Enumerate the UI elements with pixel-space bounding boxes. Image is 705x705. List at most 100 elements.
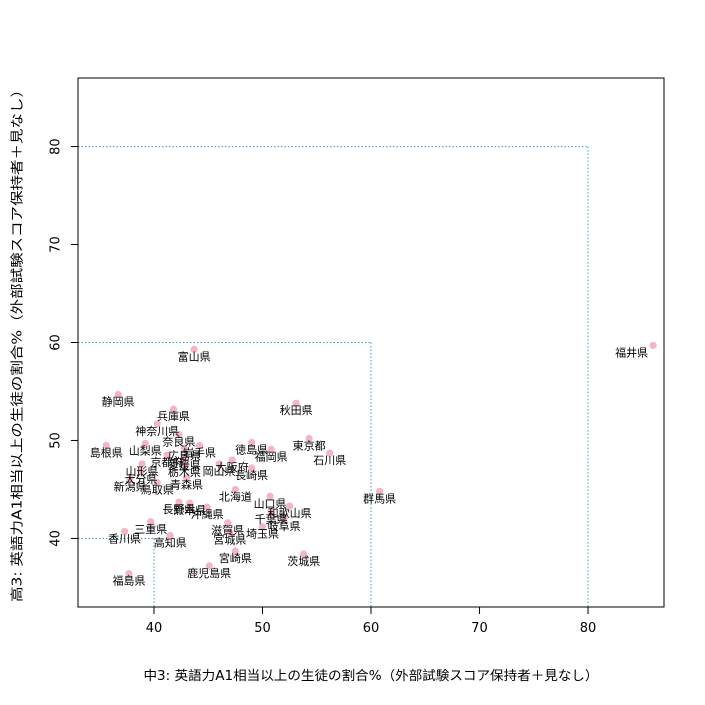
x-tick-label: 70 bbox=[471, 621, 488, 636]
point-label: 富山県 bbox=[178, 349, 211, 363]
data-point bbox=[125, 570, 133, 578]
data-point bbox=[280, 515, 288, 523]
data-point bbox=[180, 454, 188, 462]
data-point bbox=[286, 502, 294, 510]
data-point bbox=[228, 456, 236, 464]
data-point bbox=[126, 476, 134, 484]
point-label: 和歌山県 bbox=[268, 506, 312, 520]
point-label: 神奈川県 bbox=[135, 424, 179, 438]
point-label: 熊本県 bbox=[173, 503, 206, 517]
point-label: 鹿児島県 bbox=[187, 566, 231, 580]
data-point bbox=[248, 464, 256, 472]
data-point bbox=[153, 478, 161, 487]
data-point bbox=[195, 441, 204, 449]
point-label: 岡山県 bbox=[203, 465, 236, 478]
data-point bbox=[182, 474, 191, 482]
point-label: 栃木県 bbox=[168, 465, 201, 479]
data-point bbox=[203, 503, 211, 511]
y-tick-label: 60 bbox=[49, 334, 64, 351]
point-label: 沖縄県 bbox=[191, 507, 224, 521]
y-axis: 40 50 60 70 80 bbox=[49, 138, 78, 547]
point-label: 奈良県 bbox=[162, 435, 195, 449]
data-point bbox=[267, 445, 275, 453]
x-tick-label: 40 bbox=[146, 621, 163, 636]
point-label: 東京都 bbox=[293, 439, 326, 453]
point-label: 群馬県 bbox=[363, 491, 396, 505]
x-tick-label: 60 bbox=[363, 621, 380, 636]
data-point bbox=[248, 438, 256, 447]
point-label: 愛媛県 bbox=[168, 458, 201, 472]
point-label: 宮城県 bbox=[213, 533, 246, 547]
data-point bbox=[137, 468, 145, 476]
point-label: 宮崎県 bbox=[219, 551, 252, 565]
data-point bbox=[226, 528, 234, 537]
data-point bbox=[205, 562, 213, 570]
data-point bbox=[190, 345, 198, 353]
data-point bbox=[141, 439, 149, 448]
point-label: 青森県 bbox=[170, 478, 203, 492]
point-label: 高知県 bbox=[154, 535, 187, 549]
point-label: 福島県 bbox=[113, 574, 146, 588]
point-label: 滋賀県 bbox=[211, 524, 244, 537]
point-label: 大阪府 bbox=[216, 460, 249, 474]
data-point bbox=[175, 498, 183, 506]
data-point bbox=[292, 399, 300, 407]
point-label: 茨城県 bbox=[287, 554, 320, 568]
point-label: 兵庫県 bbox=[157, 409, 190, 423]
point-label: 徳島県 bbox=[235, 442, 268, 456]
data-point bbox=[224, 519, 232, 527]
x-tick-label: 50 bbox=[254, 621, 271, 636]
point-label: 長野県 bbox=[162, 503, 195, 516]
data-point bbox=[326, 449, 334, 457]
point-label: 千葉県 bbox=[255, 512, 288, 526]
data-point bbox=[138, 460, 146, 468]
point-label: 山梨県 bbox=[129, 443, 162, 457]
data-point bbox=[231, 547, 239, 555]
data-point bbox=[114, 390, 122, 399]
data-point bbox=[175, 430, 183, 439]
point-label: 島根県 bbox=[90, 445, 123, 459]
data-point bbox=[258, 523, 267, 531]
x-axis-title: 中3: 英語力A1相当以上の生徒の割合%（外部試験スコア保持者＋見なし） bbox=[144, 668, 599, 684]
data-point bbox=[121, 527, 129, 536]
y-tick-label: 50 bbox=[49, 432, 64, 449]
point-label: 石川県 bbox=[313, 454, 346, 467]
point-label: 北海道 bbox=[219, 489, 252, 503]
point-label: 大分県 bbox=[124, 472, 157, 486]
data-point bbox=[376, 487, 384, 496]
data-point bbox=[186, 499, 194, 507]
point-label: 鳥取県 bbox=[141, 483, 174, 497]
data-point bbox=[267, 508, 275, 516]
data-point bbox=[180, 444, 188, 452]
point-label: 福井県 bbox=[615, 345, 648, 359]
data-point bbox=[305, 434, 313, 443]
data-points bbox=[102, 341, 657, 578]
data-point bbox=[231, 485, 239, 494]
point-label: 山形県 bbox=[126, 465, 159, 478]
point-label: 新潟県 bbox=[114, 480, 147, 494]
data-point bbox=[300, 550, 308, 558]
data-point bbox=[166, 531, 174, 540]
y-tick-label: 40 bbox=[49, 530, 64, 547]
point-label: 埼玉県 bbox=[246, 527, 279, 541]
point-label: 香川県 bbox=[108, 533, 141, 546]
data-point bbox=[266, 492, 274, 500]
point-label: 京都府 bbox=[150, 455, 183, 469]
point-label: 広島県 bbox=[168, 448, 201, 462]
y-tick-label: 80 bbox=[49, 138, 64, 155]
point-label: 岩手県 bbox=[183, 445, 216, 459]
y-axis-title: 高3: 英語力A1相当以上の生徒の割合%（外部試験スコア保持者＋見なし） bbox=[10, 82, 26, 602]
data-point bbox=[102, 441, 110, 449]
point-label: 長崎県 bbox=[235, 468, 268, 482]
point-label: 岐阜県 bbox=[268, 520, 301, 533]
x-axis: 40 50 60 70 80 bbox=[146, 607, 596, 636]
point-label: 静岡県 bbox=[102, 394, 135, 408]
data-point bbox=[649, 341, 657, 350]
point-label: 三重県 bbox=[134, 522, 167, 536]
data-point bbox=[180, 461, 188, 469]
data-point bbox=[163, 451, 171, 459]
data-point bbox=[169, 405, 178, 413]
data-point bbox=[215, 460, 223, 468]
